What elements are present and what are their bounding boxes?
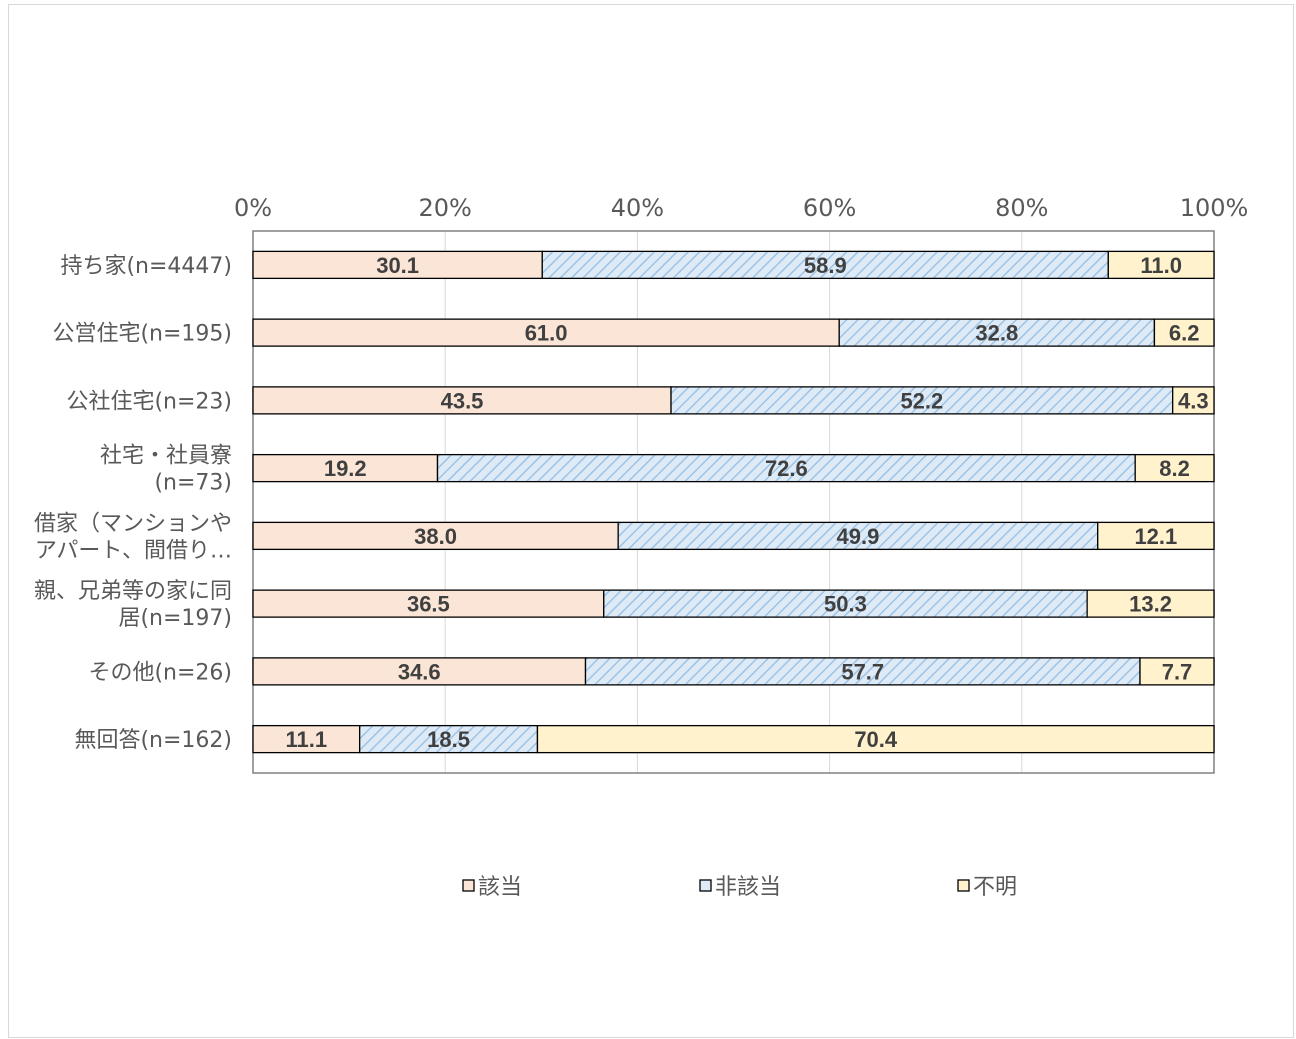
data-label: 11.1 (286, 727, 328, 752)
category-label: 親、兄弟等の家に同居(n=197) (34, 579, 232, 631)
category-label-line: 公営住宅(n=195) (52, 322, 232, 347)
category-label-line: 借家（マンションや (34, 511, 232, 536)
legend-label: 不明 (973, 875, 1017, 900)
data-label: 8.2 (1159, 456, 1190, 481)
x-tick-label: 20% (419, 194, 472, 222)
data-label: 49.9 (837, 524, 880, 549)
plot-area-border (253, 231, 1214, 773)
x-tick-label: 40% (611, 194, 664, 222)
category-label: 公営住宅(n=195) (52, 322, 232, 347)
data-label: 12.1 (1134, 524, 1177, 549)
legend-swatch (700, 880, 711, 891)
category-label: 持ち家(n=4447) (60, 254, 232, 279)
gridlines (253, 231, 1214, 773)
data-label: 70.4 (854, 727, 898, 752)
data-label: 4.3 (1178, 388, 1209, 413)
data-label: 19.2 (324, 456, 367, 481)
category-label: 借家（マンションやアパート、間借り… (34, 511, 232, 563)
category-label-line: 居(n=197) (118, 606, 232, 631)
category-label-line: その他(n=26) (88, 660, 232, 685)
data-label: 58.9 (804, 253, 847, 278)
category-label-line: アパート、間借り… (35, 538, 232, 563)
x-tick-label: 0% (234, 194, 272, 222)
data-label: 11.0 (1140, 253, 1182, 278)
category-label-line: 社宅・社員寮 (100, 444, 232, 469)
data-label: 50.3 (824, 592, 867, 617)
x-tick-label: 100% (1180, 194, 1249, 222)
legend-label: 該当 (478, 875, 522, 900)
data-label: 18.5 (427, 727, 470, 752)
category-label: その他(n=26) (88, 660, 232, 685)
legend: 該当 非該当 不明 (463, 875, 1017, 900)
data-label: 52.2 (900, 388, 943, 413)
x-tick-label: 80% (995, 194, 1048, 222)
data-label: 30.1 (376, 253, 419, 278)
category-label: 無回答(n=162) (74, 728, 232, 753)
data-label: 57.7 (841, 659, 884, 684)
legend-swatch (463, 880, 474, 891)
category-label: 公社住宅(n=23) (66, 389, 232, 414)
data-label: 32.8 (975, 321, 1018, 346)
data-label: 72.6 (765, 456, 808, 481)
x-tick-label: 60% (803, 194, 856, 222)
category-label-line: (n=73) (154, 471, 232, 496)
data-label: 38.0 (414, 524, 457, 549)
category-label-line: 持ち家(n=4447) (60, 254, 232, 279)
data-label: 36.5 (407, 592, 450, 617)
data-label: 13.2 (1129, 592, 1172, 617)
legend-swatch (958, 880, 969, 891)
category-label-line: 無回答(n=162) (74, 728, 232, 753)
category-label: 社宅・社員寮(n=73) (100, 444, 232, 496)
category-label-line: 公社住宅(n=23) (66, 389, 232, 414)
data-label: 6.2 (1169, 321, 1200, 346)
category-label-line: 親、兄弟等の家に同 (34, 579, 232, 604)
legend-label: 非該当 (715, 875, 781, 900)
data-label: 43.5 (441, 388, 484, 413)
data-label: 34.6 (398, 659, 441, 684)
data-label: 7.7 (1162, 659, 1193, 684)
data-label: 61.0 (525, 321, 568, 346)
